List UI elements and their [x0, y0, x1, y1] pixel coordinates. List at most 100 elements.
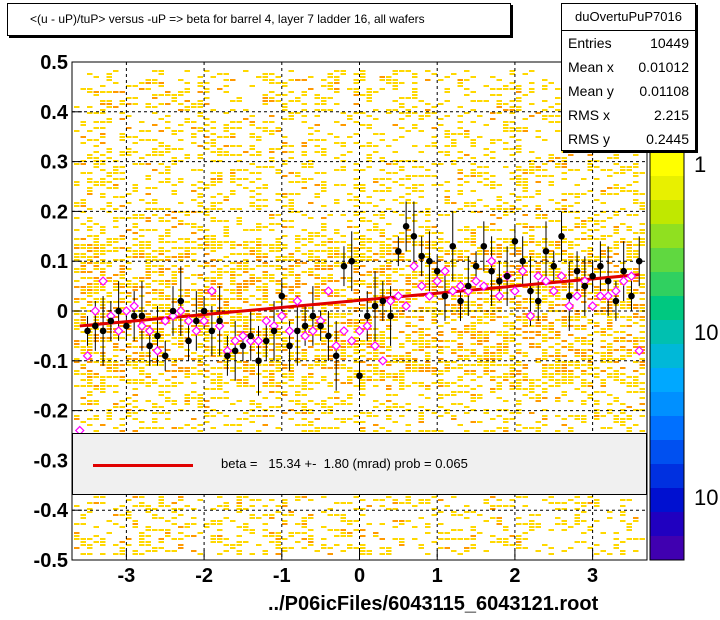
histogram-cell — [80, 322, 86, 324]
histogram-cell — [438, 340, 444, 342]
histogram-cell — [457, 253, 463, 255]
histogram-cell — [210, 349, 216, 351]
histogram-cell — [152, 199, 158, 201]
histogram-cell — [249, 331, 255, 333]
histogram-cell — [340, 166, 346, 168]
histogram-cell — [165, 304, 171, 306]
histogram-cell — [639, 319, 645, 321]
histogram-cell — [366, 259, 372, 261]
histogram-cell — [529, 265, 535, 267]
histogram-cell — [425, 265, 431, 267]
histogram-cell — [444, 151, 450, 153]
histogram-cell — [529, 226, 535, 228]
histogram-cell — [444, 241, 450, 243]
histogram-cell — [139, 217, 145, 219]
histogram-cell — [87, 139, 93, 141]
histogram-cell — [470, 310, 476, 312]
histogram-cell — [223, 331, 229, 333]
histogram-cell — [451, 145, 457, 147]
histogram-cell — [639, 244, 645, 246]
histogram-cell — [386, 76, 392, 78]
histogram-cell — [340, 346, 346, 348]
histogram-cell — [314, 232, 320, 234]
histogram-cell — [392, 199, 398, 201]
histogram-cell — [613, 226, 619, 228]
histogram-cell — [379, 313, 385, 315]
histogram-cell — [314, 256, 320, 258]
histogram-cell — [340, 124, 346, 126]
histogram-cell — [587, 373, 593, 375]
histogram-cell — [249, 409, 255, 411]
histogram-cell — [223, 343, 229, 345]
histogram-cell — [587, 298, 593, 300]
histogram-cell — [418, 364, 424, 366]
histogram-cell — [93, 283, 99, 285]
histogram-cell — [522, 373, 528, 375]
histogram-cell — [256, 286, 262, 288]
histogram-cell — [100, 259, 106, 261]
histogram-cell — [314, 139, 320, 141]
histogram-cell — [639, 331, 645, 333]
histogram-cell — [405, 337, 411, 339]
histogram-cell — [301, 121, 307, 123]
histogram-cell — [269, 277, 275, 279]
histogram-cell — [113, 286, 119, 288]
histogram-cell — [327, 325, 333, 327]
histogram-cell — [522, 313, 528, 315]
histogram-cell — [503, 265, 509, 267]
histogram-cell — [74, 247, 80, 249]
histogram-cell — [470, 352, 476, 354]
histogram-cell — [321, 328, 327, 330]
histogram-cell — [425, 247, 431, 249]
histogram-cell — [249, 124, 255, 126]
histogram-cell — [516, 196, 522, 198]
histogram-cell — [613, 265, 619, 267]
histogram-cell — [204, 349, 210, 351]
histogram-cell — [535, 253, 541, 255]
histogram-cell — [366, 142, 372, 144]
histogram-cell — [249, 274, 255, 276]
histogram-cell — [223, 502, 229, 504]
histogram-cell — [269, 250, 275, 252]
histogram-cell — [607, 517, 613, 519]
histogram-cell — [594, 166, 600, 168]
histogram-cell — [269, 382, 275, 384]
histogram-cell — [405, 160, 411, 162]
histogram-cell — [158, 253, 164, 255]
histogram-cell — [490, 376, 496, 378]
histogram-cell — [464, 505, 470, 507]
histogram-cell — [223, 358, 229, 360]
histogram-cell — [587, 292, 593, 294]
histogram-cell — [509, 154, 515, 156]
histogram-cell — [334, 88, 340, 90]
histogram-cell — [249, 328, 255, 330]
histogram-cell — [457, 157, 463, 159]
histogram-cell — [633, 391, 639, 393]
histogram-cell — [100, 208, 106, 210]
histogram-cell — [587, 253, 593, 255]
histogram-cell — [516, 409, 522, 411]
histogram-cell — [106, 175, 112, 177]
histogram-cell — [451, 298, 457, 300]
histogram-cell — [100, 91, 106, 93]
histogram-cell — [210, 241, 216, 243]
histogram-cell — [425, 502, 431, 504]
histogram-cell — [509, 106, 515, 108]
histogram-cell — [308, 133, 314, 135]
histogram-cell — [457, 277, 463, 279]
histogram-cell — [262, 397, 268, 399]
histogram-cell — [347, 394, 353, 396]
histogram-cell — [184, 211, 190, 213]
histogram-cell — [282, 364, 288, 366]
histogram-cell — [269, 160, 275, 162]
histogram-cell — [314, 244, 320, 246]
histogram-cell — [87, 178, 93, 180]
histogram-cell — [405, 385, 411, 387]
histogram-cell — [100, 286, 106, 288]
histogram-cell — [353, 232, 359, 234]
histogram-cell — [217, 274, 223, 276]
histogram-cell — [639, 352, 645, 354]
histogram-cell — [399, 415, 405, 417]
histogram-cell — [360, 508, 366, 510]
histogram-cell — [178, 346, 184, 348]
